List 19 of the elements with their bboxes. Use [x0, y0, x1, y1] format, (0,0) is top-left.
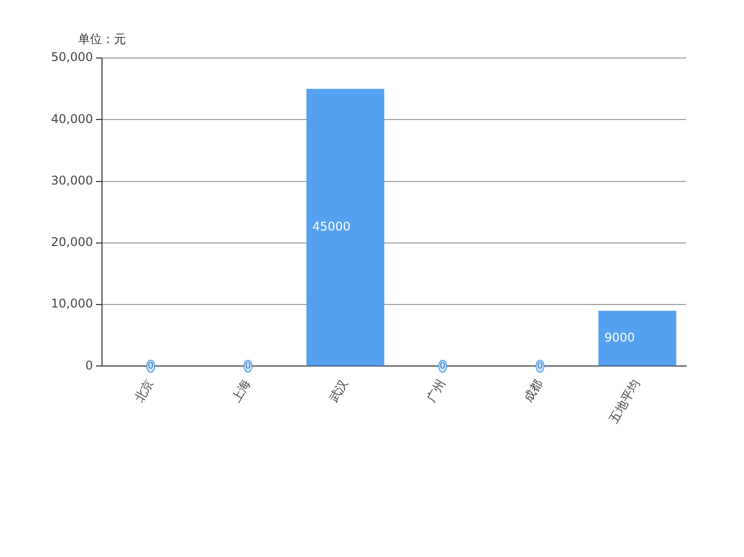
x-tick-label: 北京: [132, 376, 156, 405]
data-label: 0: [148, 362, 154, 372]
data-label: 0: [440, 362, 446, 372]
x-tick-label: 广州: [424, 376, 448, 405]
y-tick-label: 10,000: [50, 296, 93, 311]
data-label: 45000: [312, 219, 351, 234]
x-tick-label: 武汉: [326, 376, 351, 405]
x-tick-label: 成都: [521, 376, 546, 405]
x-tick-label: 五地平均: [606, 376, 643, 426]
y-axis-title: 单位：元: [78, 32, 126, 46]
y-tick-label: 0: [85, 358, 93, 372]
data-label: 0: [537, 362, 544, 372]
y-tick-label: 30,000: [50, 173, 93, 188]
x-tick-label: 上海: [229, 376, 254, 405]
y-tick-label: 50,000: [50, 50, 93, 64]
y-tick-label: 40,000: [50, 112, 93, 126]
data-label: 9000: [604, 330, 635, 344]
data-label: 0: [245, 362, 252, 372]
y-tick-label: 20,000: [50, 235, 93, 250]
